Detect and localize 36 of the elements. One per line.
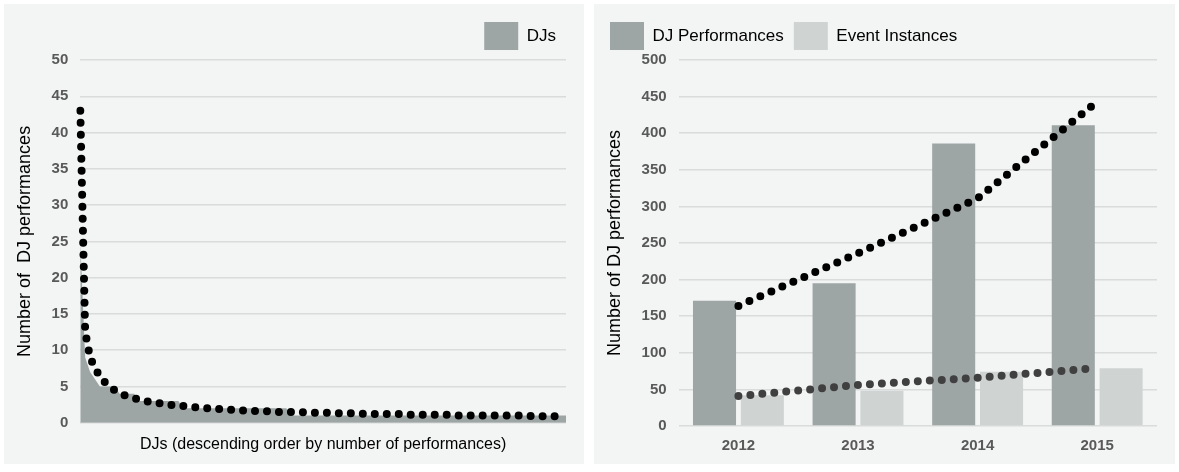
y-tick-label: 300 — [641, 196, 667, 214]
legend-label: Event Instances — [836, 25, 958, 45]
y-axis-title: Number of DJ performances — [13, 125, 34, 357]
y-tick-label: 0 — [59, 412, 69, 430]
y-tick-label: 100 — [641, 342, 667, 360]
x-tick-label: 2013 — [841, 436, 875, 454]
y-tick-label: 15 — [51, 304, 69, 322]
y-tick-label: 45 — [51, 86, 69, 104]
x-tick-label: 2014 — [960, 436, 995, 454]
y-tick-label: 0 — [658, 416, 667, 434]
x-axis-title: DJs (descending order by number of performances) — [139, 434, 507, 452]
y-tick-label: 500 — [641, 50, 667, 68]
bar — [1051, 125, 1095, 426]
y-tick-label: 30 — [51, 195, 69, 213]
x-tick-label: 2012 — [721, 436, 756, 454]
y-tick-label: 50 — [51, 50, 69, 68]
y-tick-label: 250 — [641, 233, 667, 251]
x-tick-label: 2015 — [1080, 436, 1114, 454]
y-tick-label: 5 — [59, 376, 69, 394]
y-tick-label: 400 — [641, 123, 667, 141]
legend-label: DJs — [526, 25, 556, 45]
bar — [812, 283, 856, 426]
y-tick-label: 10 — [51, 340, 69, 358]
y-tick-label: 25 — [51, 231, 69, 249]
y-tick-label: 450 — [641, 86, 667, 104]
y-tick-label: 20 — [51, 267, 69, 285]
legend-label: DJ Performances — [652, 25, 784, 45]
y-axis-title: Number of DJ performances — [603, 129, 624, 357]
y-tick-label: 200 — [641, 269, 667, 287]
bar — [692, 300, 737, 426]
y-tick-label: 35 — [51, 158, 69, 176]
y-tick-label: 150 — [641, 306, 667, 324]
y-tick-label: 40 — [51, 122, 69, 140]
bar — [932, 143, 976, 426]
y-tick-label: 50 — [649, 379, 667, 397]
y-tick-label: 350 — [641, 159, 667, 177]
